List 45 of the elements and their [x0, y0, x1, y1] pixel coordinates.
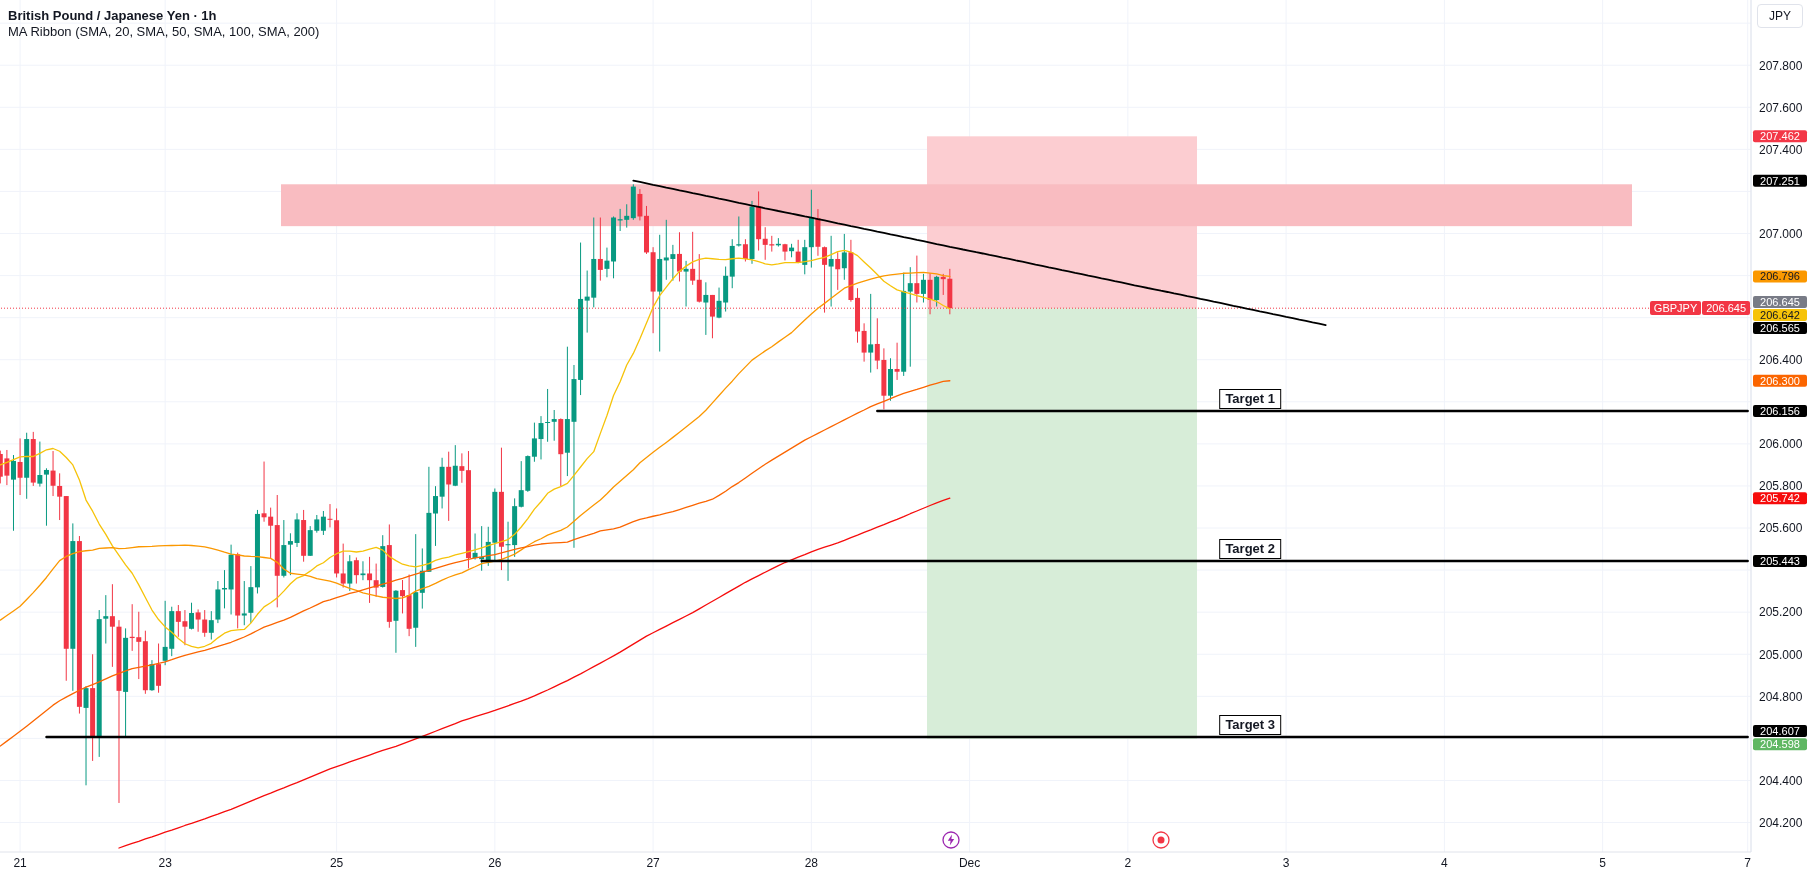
x-tick-label: 7 — [1744, 855, 1752, 870]
y-tick-label: 204.598 — [1760, 738, 1800, 751]
x-tick-label: Dec — [958, 855, 981, 870]
x-tick-label: 27 — [646, 855, 661, 870]
y-tick-label: 205.000 — [1759, 647, 1803, 662]
y-axis-title: JPY — [1757, 4, 1803, 28]
y-tick-label: 205.600 — [1759, 521, 1803, 536]
y-tick-label: 204.800 — [1759, 689, 1803, 704]
annotation: 206.645 — [1702, 301, 1750, 316]
x-tick-label: 23 — [158, 855, 173, 870]
y-tick-label: 207.251 — [1760, 174, 1800, 187]
x-tick-label: 4 — [1441, 855, 1449, 870]
x-tick-label: 3 — [1282, 855, 1290, 870]
text: MA Ribbon (SMA, 20, SMA, 50, SMA, 100, SMA, 200) — [8, 24, 320, 40]
text: British Pound / Japanese Yen · 1h — [8, 8, 218, 24]
series-label: Target 2 — [1219, 539, 1282, 560]
ref-line-label: GBPJPY — [1649, 301, 1702, 316]
x-tick-label: 21 — [13, 855, 28, 870]
data-label: 205.443 — [1753, 555, 1807, 568]
series-label: Target 1 — [1219, 389, 1282, 410]
y-tick-label: 207.800 — [1759, 58, 1803, 73]
y-tick-label: 207.000 — [1759, 226, 1803, 241]
y-tick-label: 207.600 — [1759, 100, 1803, 115]
x-tick-label: 5 — [1599, 855, 1607, 870]
y-tick-label: 206.642 — [1760, 308, 1800, 321]
y-tick-label: 205.200 — [1759, 605, 1803, 620]
y-tick-label: 204.200 — [1759, 815, 1803, 830]
y-tick-label: 207.462 — [1760, 130, 1800, 143]
x-tick-label: 25 — [329, 855, 344, 870]
y-tick-label: 206.565 — [1760, 321, 1800, 334]
y-tick-label: 205.742 — [1760, 492, 1800, 505]
y-tick-label: 204.400 — [1759, 773, 1803, 788]
y-tick-label: 207.400 — [1759, 142, 1803, 157]
y-tick-label: 206.796 — [1760, 270, 1800, 283]
y-tick-label: 205.800 — [1759, 479, 1803, 494]
x-tick-label: 28 — [804, 855, 819, 870]
y-tick-label: 206.645 — [1760, 295, 1800, 308]
series-label: Target 3 — [1219, 714, 1282, 735]
y-tick-label: 206.300 — [1760, 374, 1800, 387]
y-tick-label: 206.000 — [1759, 437, 1803, 452]
data-label: 206.156 — [1753, 405, 1807, 418]
data-label: 204.607 — [1753, 725, 1807, 738]
x-tick-label: 26 — [488, 855, 502, 870]
x-tick-label: 2 — [1124, 855, 1132, 870]
y-tick-label: 206.400 — [1759, 353, 1803, 368]
